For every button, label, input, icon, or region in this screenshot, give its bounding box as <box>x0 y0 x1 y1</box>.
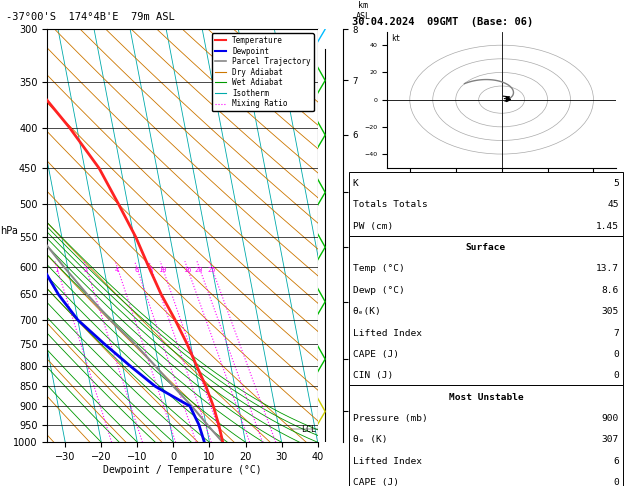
Text: 1: 1 <box>55 267 58 273</box>
Text: 7: 7 <box>613 329 619 337</box>
Text: 4: 4 <box>115 267 120 273</box>
Text: 8.6: 8.6 <box>602 286 619 295</box>
Text: 8: 8 <box>148 267 153 273</box>
Legend: Temperature, Dewpoint, Parcel Trajectory, Dry Adiabat, Wet Adiabat, Isotherm, Mi: Temperature, Dewpoint, Parcel Trajectory… <box>211 33 314 111</box>
Text: CAPE (J): CAPE (J) <box>353 350 399 359</box>
Text: 307: 307 <box>602 435 619 444</box>
X-axis label: Dewpoint / Temperature (°C): Dewpoint / Temperature (°C) <box>103 465 262 475</box>
Text: 30.04.2024  09GMT  (Base: 06): 30.04.2024 09GMT (Base: 06) <box>352 17 533 27</box>
Text: θₑ (K): θₑ (K) <box>353 435 387 444</box>
Text: PW (cm): PW (cm) <box>353 222 393 230</box>
Text: Totals Totals: Totals Totals <box>353 200 428 209</box>
Text: 0: 0 <box>613 478 619 486</box>
Text: Lifted Index: Lifted Index <box>353 457 422 466</box>
Text: km
ASL: km ASL <box>355 1 370 21</box>
Text: -37°00'S  174°4B'E  79m ASL: -37°00'S 174°4B'E 79m ASL <box>6 12 175 22</box>
Text: Lifted Index: Lifted Index <box>353 329 422 337</box>
Text: 45: 45 <box>608 200 619 209</box>
Text: 6: 6 <box>613 457 619 466</box>
Text: 0: 0 <box>613 350 619 359</box>
Text: 16: 16 <box>182 267 191 273</box>
Text: CIN (J): CIN (J) <box>353 371 393 380</box>
Y-axis label: hPa: hPa <box>0 226 18 236</box>
Text: 5: 5 <box>613 179 619 188</box>
Text: 6: 6 <box>135 267 138 273</box>
Text: K: K <box>353 179 359 188</box>
Text: θₑ(K): θₑ(K) <box>353 307 382 316</box>
Text: LCL: LCL <box>301 425 316 434</box>
Text: kt: kt <box>391 35 401 43</box>
Text: Surface: Surface <box>466 243 506 252</box>
Text: Pressure (mb): Pressure (mb) <box>353 414 428 423</box>
Text: 305: 305 <box>602 307 619 316</box>
Text: Dewp (°C): Dewp (°C) <box>353 286 404 295</box>
Text: 20: 20 <box>195 267 203 273</box>
Text: 25: 25 <box>207 267 216 273</box>
Text: 900: 900 <box>602 414 619 423</box>
Text: 1.45: 1.45 <box>596 222 619 230</box>
Text: CAPE (J): CAPE (J) <box>353 478 399 486</box>
Text: 2: 2 <box>84 267 88 273</box>
Text: 0: 0 <box>613 371 619 380</box>
Text: 13.7: 13.7 <box>596 264 619 273</box>
Text: 10: 10 <box>158 267 167 273</box>
Text: Temp (°C): Temp (°C) <box>353 264 404 273</box>
Text: Most Unstable: Most Unstable <box>448 393 523 401</box>
